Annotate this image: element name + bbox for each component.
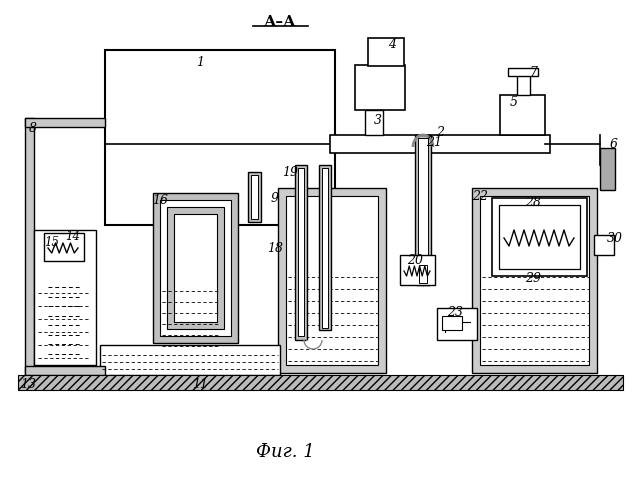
Bar xyxy=(25,118,34,375)
Bar xyxy=(418,138,428,260)
Text: 19: 19 xyxy=(282,166,298,179)
Bar xyxy=(400,255,435,285)
Text: 4: 4 xyxy=(388,39,396,52)
Bar xyxy=(100,345,280,375)
Bar xyxy=(295,165,307,340)
Text: 16: 16 xyxy=(152,194,168,207)
Bar xyxy=(34,230,96,365)
Text: 14: 14 xyxy=(65,230,81,243)
Bar xyxy=(492,198,587,276)
Text: 5: 5 xyxy=(510,96,518,109)
Bar xyxy=(416,263,430,285)
Text: 2: 2 xyxy=(436,126,444,139)
Bar xyxy=(499,205,580,269)
Text: Фиг. 1: Фиг. 1 xyxy=(255,443,314,461)
Bar xyxy=(500,95,545,135)
Bar xyxy=(415,135,431,263)
Bar xyxy=(355,65,405,110)
Bar xyxy=(174,214,217,322)
Bar xyxy=(330,135,550,153)
Bar xyxy=(298,168,304,336)
Bar xyxy=(44,233,84,261)
Text: 21: 21 xyxy=(426,136,442,148)
Bar xyxy=(167,207,224,329)
Bar xyxy=(508,68,538,76)
Bar xyxy=(251,175,258,219)
Bar xyxy=(442,316,462,330)
Bar xyxy=(160,200,231,336)
Bar xyxy=(600,148,615,190)
Bar xyxy=(517,75,530,95)
Bar xyxy=(472,188,597,373)
Bar xyxy=(18,375,623,390)
Text: 18: 18 xyxy=(267,242,283,255)
Bar xyxy=(153,193,238,343)
Text: 13: 13 xyxy=(20,378,36,390)
Bar xyxy=(248,172,261,222)
Bar xyxy=(278,188,386,373)
Text: 28: 28 xyxy=(525,196,541,209)
Bar xyxy=(286,196,378,365)
Text: 20: 20 xyxy=(407,254,423,267)
Text: 1: 1 xyxy=(196,56,204,69)
Bar xyxy=(480,196,589,365)
Text: 29: 29 xyxy=(525,271,541,284)
Text: 22: 22 xyxy=(472,189,488,202)
Text: 7: 7 xyxy=(529,66,537,79)
Bar xyxy=(25,366,105,375)
Text: 6: 6 xyxy=(610,139,618,152)
Bar xyxy=(368,38,404,66)
Bar xyxy=(322,168,328,328)
Text: 30: 30 xyxy=(607,231,623,244)
Text: 15: 15 xyxy=(45,236,60,248)
Bar xyxy=(319,165,331,330)
Text: 23: 23 xyxy=(447,307,463,319)
Bar xyxy=(594,235,614,255)
Text: 3: 3 xyxy=(374,114,382,127)
Bar xyxy=(365,110,383,135)
Text: А–А: А–А xyxy=(264,15,296,29)
Bar xyxy=(105,50,335,225)
Text: 9: 9 xyxy=(271,191,279,204)
Bar xyxy=(25,118,105,127)
Text: 11: 11 xyxy=(192,379,208,392)
Text: 8: 8 xyxy=(29,122,37,134)
Bar xyxy=(437,308,477,340)
Bar xyxy=(419,265,427,283)
